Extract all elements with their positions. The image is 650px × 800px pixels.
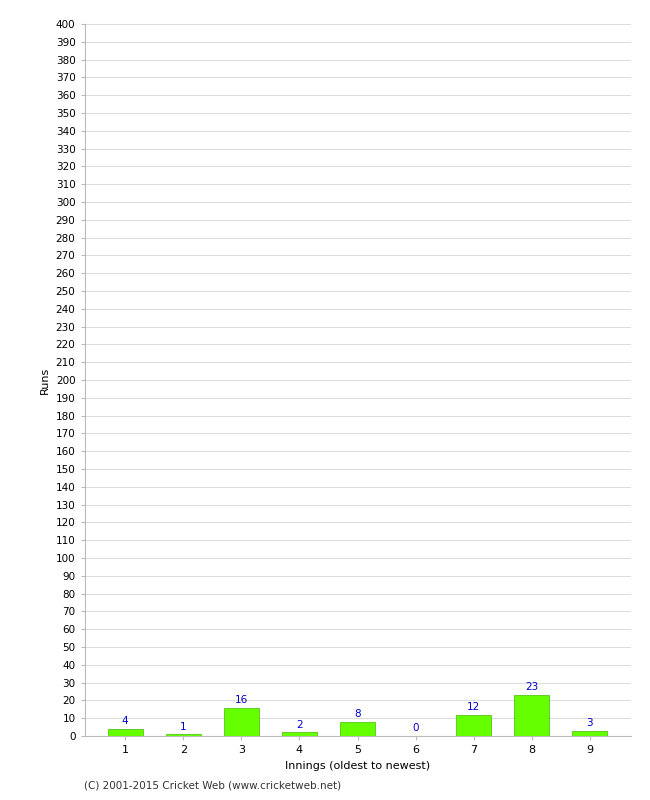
X-axis label: Innings (oldest to newest): Innings (oldest to newest)	[285, 761, 430, 770]
Text: 23: 23	[525, 682, 538, 692]
Text: 3: 3	[586, 718, 593, 728]
Text: 4: 4	[122, 716, 129, 726]
Bar	[166, 734, 201, 736]
Text: 1: 1	[180, 722, 187, 731]
Bar	[514, 695, 549, 736]
Text: 8: 8	[354, 709, 361, 719]
Text: 2: 2	[296, 720, 303, 730]
Text: 12: 12	[467, 702, 480, 712]
Bar	[224, 707, 259, 736]
Text: (C) 2001-2015 Cricket Web (www.cricketweb.net): (C) 2001-2015 Cricket Web (www.cricketwe…	[84, 781, 342, 790]
Bar	[282, 733, 317, 736]
Y-axis label: Runs: Runs	[40, 366, 50, 394]
Text: 0: 0	[412, 723, 419, 734]
Text: 16: 16	[235, 695, 248, 705]
Bar	[573, 730, 607, 736]
Bar	[340, 722, 375, 736]
Bar	[456, 714, 491, 736]
Bar	[108, 729, 142, 736]
